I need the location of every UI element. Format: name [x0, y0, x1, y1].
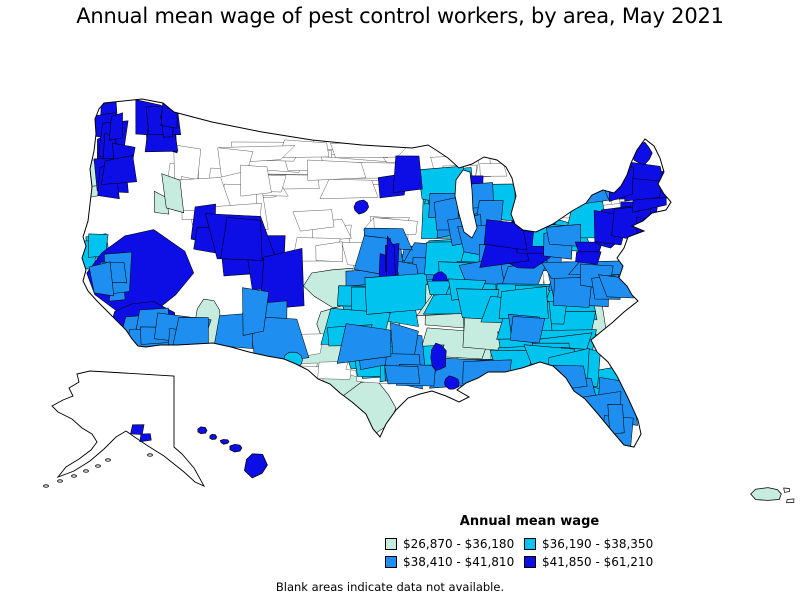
- wage-area-puget-sound-dark: [108, 112, 123, 141]
- wage-area-nebraska-southdakota-nodata: [315, 241, 343, 263]
- aleutian-island: [71, 474, 77, 478]
- hawaii-island-5: [244, 453, 268, 479]
- wage-area-montana-dakotas-nodata: [306, 159, 367, 181]
- legend-item-1: $26,870 - $36,180: [385, 537, 524, 551]
- wage-area-atlanta-medium: [509, 316, 546, 344]
- wage-areas: [82, 99, 668, 447]
- legend-label: $41,850 - $61,210: [542, 555, 654, 569]
- aleutian-island: [57, 479, 63, 483]
- data-availability-note: Blank areas indicate data not available.: [275, 580, 505, 594]
- wage-area-gulf-coast-medium: [475, 375, 541, 392]
- wage-area-miami-medium: [607, 404, 625, 435]
- wage-area-idaho-wyoming-nodata: [240, 164, 272, 197]
- wage-area-anchorage: [139, 433, 152, 443]
- aleutian-island: [147, 453, 153, 457]
- legend: Annual mean wage $26,870 - $36,180 $36,19…: [374, 514, 674, 569]
- wage-area-washington-dc-dark: [575, 251, 602, 265]
- aleutian-island: [95, 464, 101, 468]
- wage-area-houston-medium: [384, 365, 421, 385]
- puerto-rico: [750, 487, 782, 501]
- wage-area-boise-light: [161, 173, 185, 214]
- lake-michigan: [454, 169, 478, 239]
- hawaii-island-3: [219, 439, 230, 445]
- legend-label: $36,190 - $38,350: [542, 537, 654, 551]
- wage-area-portland-dark: [101, 155, 138, 185]
- wage-area-new-mexico-medium: [242, 287, 270, 336]
- wage-area-ozarks-cyan: [364, 273, 432, 315]
- wage-area-upstate-newyork-medium: [551, 190, 581, 204]
- legend-swatch: [524, 538, 536, 550]
- legend-item-2: $36,190 - $38,350: [524, 537, 674, 551]
- puerto-rico-islet: [783, 487, 790, 493]
- aleutian-island: [105, 458, 111, 462]
- wage-area-nebraska-southdakota-nodata: [292, 209, 335, 232]
- wage-area-california-central-medium: [88, 261, 115, 297]
- wage-area-texas-medium: [336, 323, 392, 364]
- legend-label: $26,870 - $36,180: [403, 537, 515, 551]
- figure-title: Annual mean wage of pest control workers…: [76, 4, 724, 28]
- us-outline: [81, 98, 672, 448]
- hawaii-island-2: [209, 434, 218, 440]
- legend-swatch: [385, 538, 397, 550]
- hawaii-island-4: [229, 443, 243, 453]
- legend-title: Annual mean wage: [459, 514, 600, 529]
- puerto-rico-islet: [786, 498, 795, 503]
- wage-area-ohio-dark-cells: [483, 219, 528, 251]
- legend-swatch: [385, 556, 397, 568]
- legend-swatch: [524, 556, 536, 568]
- wage-area-sioux-falls-dark: [353, 199, 369, 215]
- wage-area-colorado-dark: [220, 217, 263, 261]
- wage-area-upstate-newyork-medium: [552, 194, 574, 207]
- hawaii-island-1: [197, 426, 208, 434]
- wage-area-southeast-cyan: [498, 286, 549, 319]
- wage-area-anchorage: [130, 424, 145, 435]
- aleutian-island: [83, 469, 89, 473]
- wage-area-wisconsin-north-nodata: [479, 163, 508, 177]
- wage-area-louisiana-dark: [430, 342, 447, 371]
- wage-area-florida-medium: [552, 364, 588, 391]
- alaska: [51, 370, 206, 487]
- wage-area-minneapolis-dark: [392, 155, 423, 194]
- legend-item-3: $38,410 - $41,810: [385, 555, 524, 569]
- legend-items: $26,870 - $36,180 $36,190 - $38,350 $38,41…: [385, 537, 674, 569]
- wage-area-new-orleans-dark: [444, 375, 460, 390]
- legend-item-4: $41,850 - $61,210: [524, 555, 674, 569]
- wage-area-montana-dakotas-nodata: [367, 134, 402, 146]
- legend-label: $38,410 - $41,810: [403, 555, 515, 569]
- wage-area-newyork-metro-dark: [636, 216, 656, 251]
- aleutian-island: [43, 484, 49, 488]
